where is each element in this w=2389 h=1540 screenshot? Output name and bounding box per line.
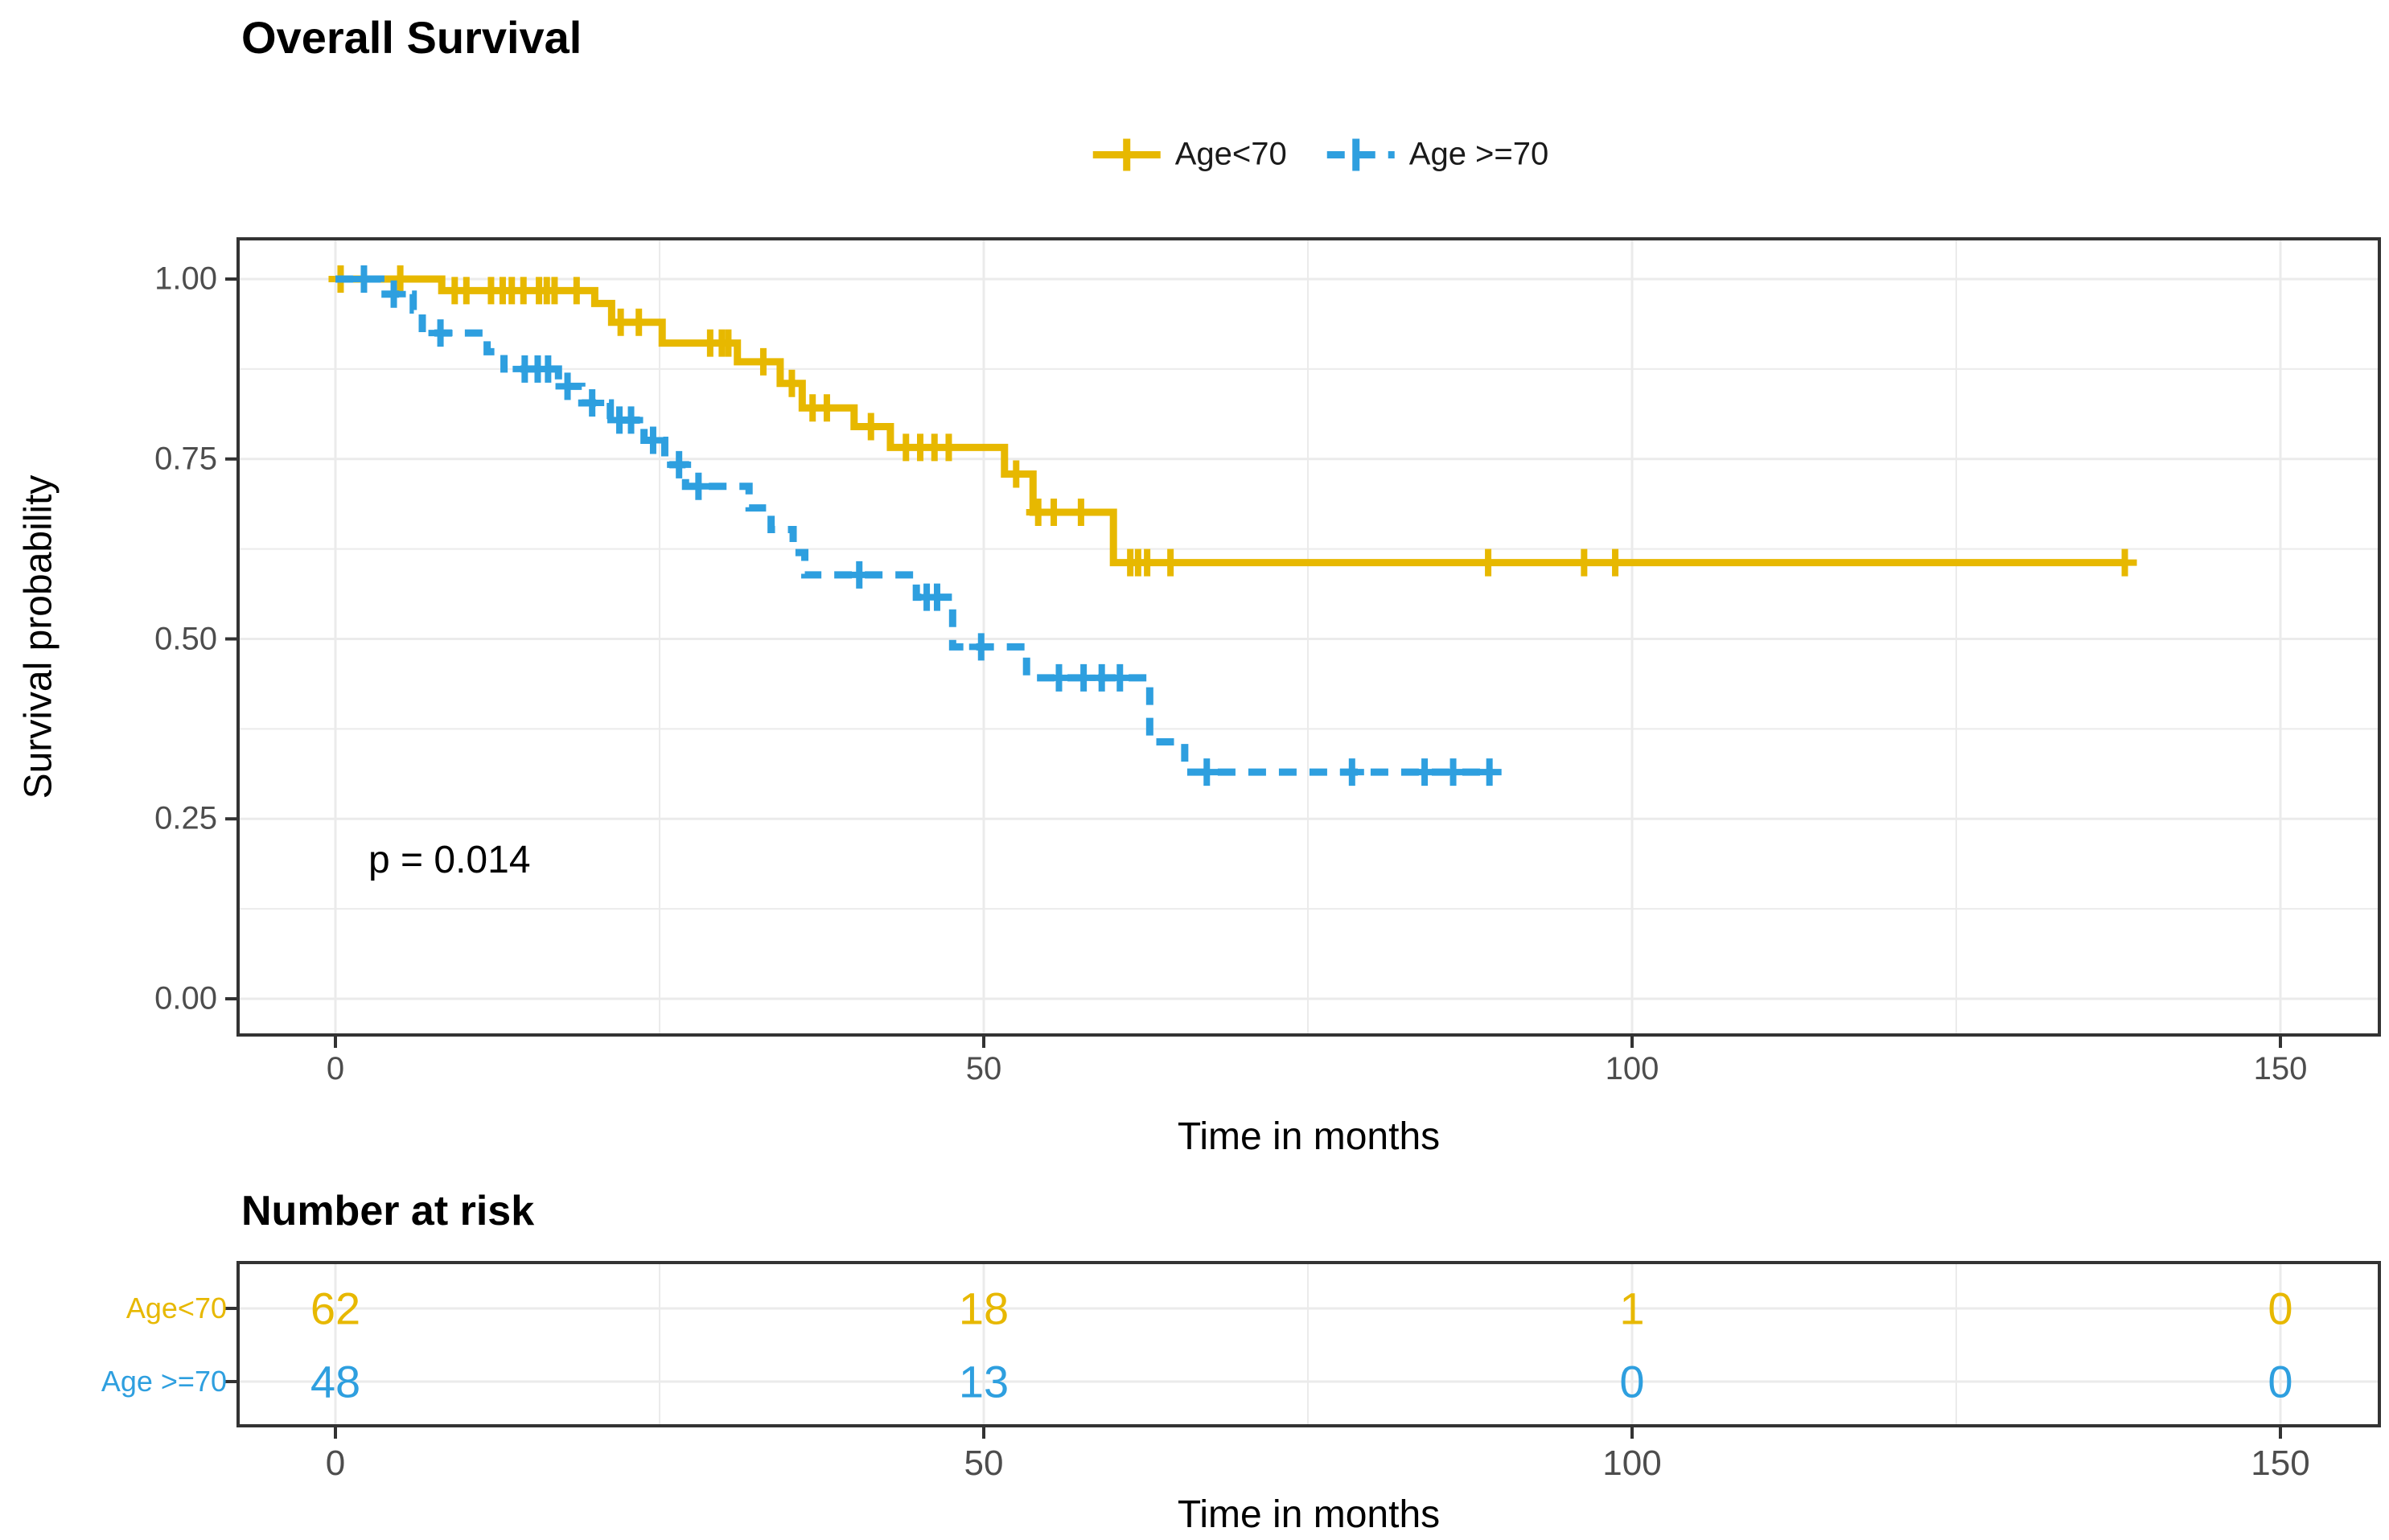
risk-count-age-70-t150: 0 xyxy=(2268,1356,2293,1407)
legend-item-age-ge-70[interactable]: Age >=70 xyxy=(1324,136,1549,173)
legend-label-age-lt-70: Age<70 xyxy=(1174,136,1287,172)
legend: Age<70 Age >=70 xyxy=(1090,136,1549,173)
risk-x-tick-label-100: 100 xyxy=(1602,1443,1662,1483)
panel-border xyxy=(236,237,2381,1037)
legend-key-dashed-plus-icon xyxy=(1326,138,1395,170)
x-tick-label-0: 0 xyxy=(326,1051,345,1086)
risk-row-label-age-ge-70: Age >=70 xyxy=(101,1365,227,1398)
y-tick-label-1: 1.00 xyxy=(154,261,217,297)
risk-row-label-age-lt-70: Age<70 xyxy=(125,1292,227,1324)
risk-count-age-70-t100: 1 xyxy=(1619,1283,1645,1334)
y-tick-label-0: 0.00 xyxy=(154,980,217,1016)
risk-count-age-70-t0: 48 xyxy=(310,1356,361,1407)
risk-x-tick-label-0: 0 xyxy=(325,1443,346,1483)
risk-x-tick-label-50: 50 xyxy=(964,1443,1004,1483)
km-curve-age-ge-70[interactable] xyxy=(335,275,1490,776)
y-tick-label-0.25: 0.25 xyxy=(154,800,217,836)
x-axis-title: Time in months xyxy=(1177,1115,1441,1158)
legend-item-age-lt-70[interactable]: Age<70 xyxy=(1090,137,1287,173)
legend-label-age-ge-70: Age >=70 xyxy=(1408,136,1549,172)
panel-border xyxy=(236,1261,2381,1427)
risk-count-age-70-t50: 13 xyxy=(958,1356,1009,1407)
km-curve-age-lt-70[interactable] xyxy=(335,275,2125,567)
y-tick-label-0.75: 0.75 xyxy=(154,441,217,477)
legend-key-solid-plus-icon xyxy=(1092,138,1161,170)
risk-x-tick-label-150: 150 xyxy=(2251,1443,2310,1483)
page-title: Overall Survival xyxy=(241,12,582,63)
p-value-annotation: p = 0.014 xyxy=(368,839,531,881)
risk-count-age-70-t50: 18 xyxy=(958,1283,1009,1334)
x-tick-label-50: 50 xyxy=(965,1051,1002,1086)
risk-count-age-70-t150: 0 xyxy=(2268,1283,2293,1334)
y-axis-title: Survival probability xyxy=(17,474,60,799)
risk-table-title: Number at risk xyxy=(241,1188,535,1234)
risk-count-age-70-t0: 62 xyxy=(310,1283,361,1334)
x-tick-label-100: 100 xyxy=(1605,1051,1659,1086)
y-tick-label-0.5: 0.50 xyxy=(154,621,217,656)
risk-x-axis-title: Time in months xyxy=(1177,1493,1441,1536)
x-tick-label-150: 150 xyxy=(2253,1051,2308,1086)
risk-count-age-70-t100: 0 xyxy=(1619,1356,1645,1407)
